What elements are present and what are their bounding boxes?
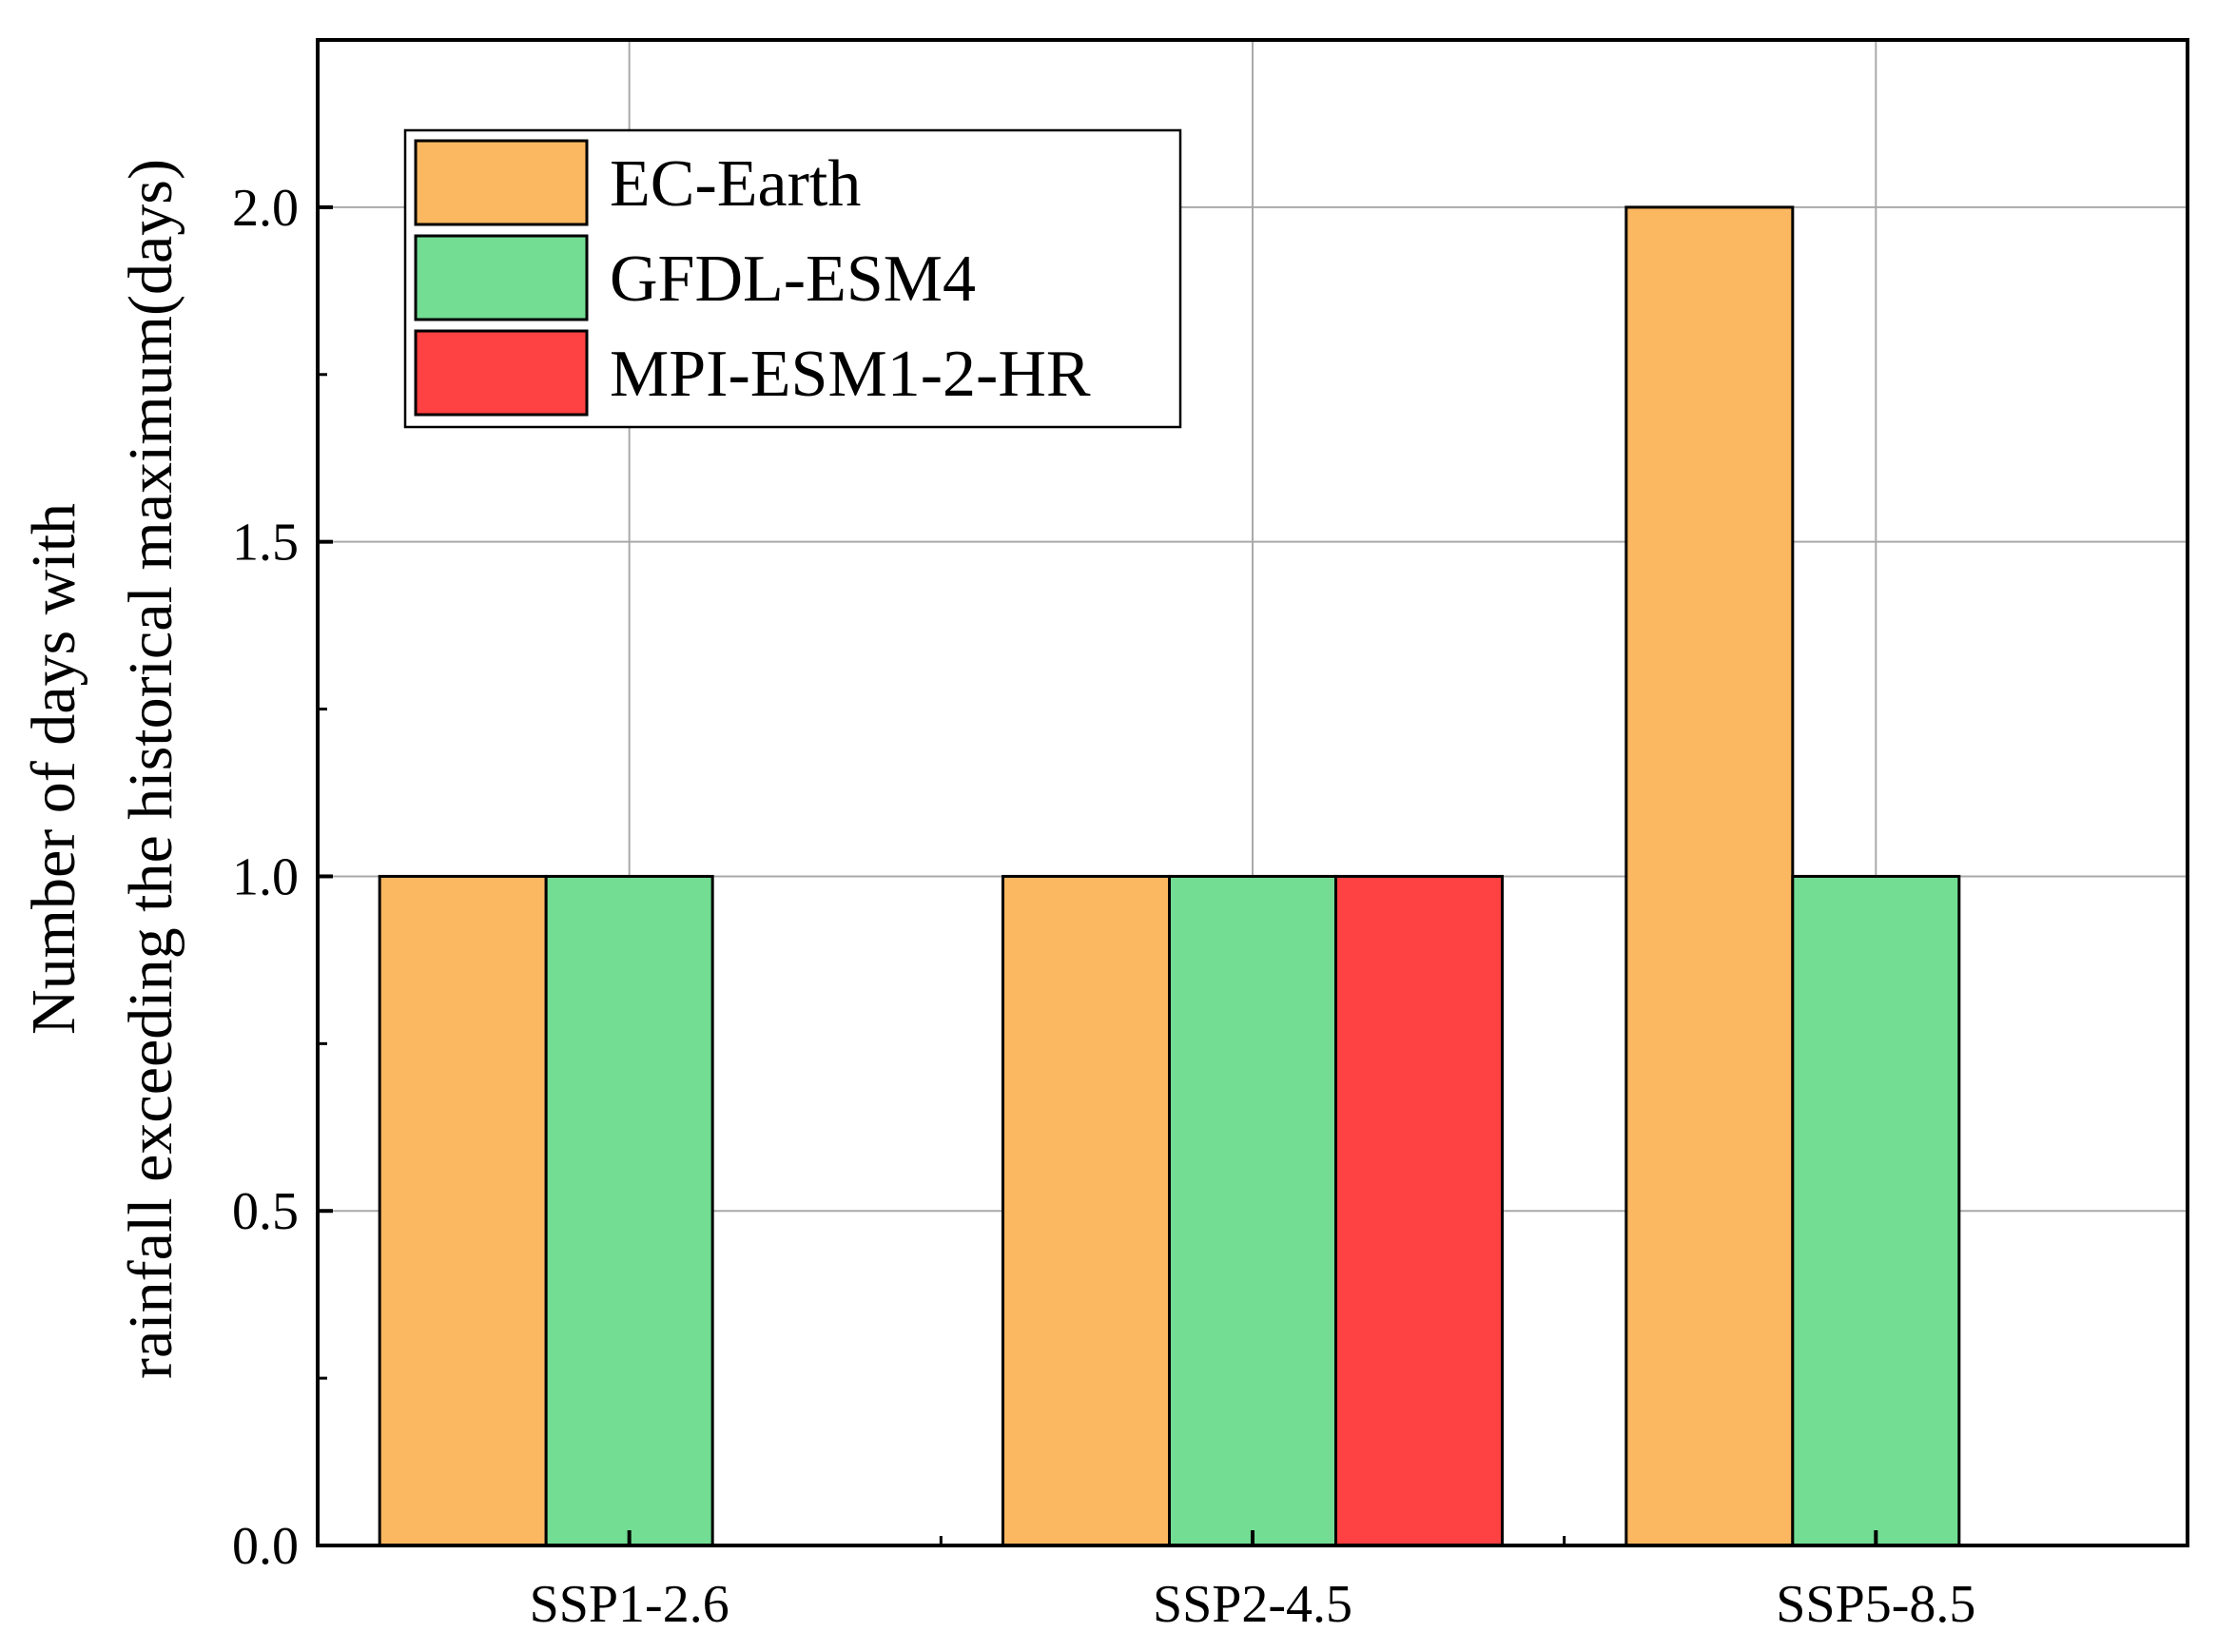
bar-gfdl-esm4-ssp2-4-5 [1168, 874, 1337, 1547]
bar-gfdl-esm4-ssp1-2-6 [544, 874, 714, 1547]
legend-swatch [414, 329, 589, 417]
legend-swatch [414, 234, 589, 321]
legend-label: GFDL-ESM4 [610, 243, 976, 316]
bar-mpi-esm1-2-hr-ssp2-4-5 [1334, 874, 1504, 1547]
bar-ec-earth-ssp5-8-5 [1624, 205, 1795, 1547]
legend-label: MPI-ESM1-2-HR [610, 338, 1091, 411]
x-tick-label: SSP5-8.5 [1776, 1575, 1975, 1634]
y-tick-label: 0.5 [232, 1182, 299, 1241]
y-axis-title-line-2: rainfall exceeding the historical maximu… [116, 159, 185, 1379]
y-tick-label: 0.0 [232, 1517, 299, 1576]
axes: 0.0 0.5 1.0 1.5 2.0 SSP1-2.6 SSP2-4.5 SSP5-8.5 [232, 38, 2189, 1634]
y-tick-label: 2.0 [232, 179, 299, 238]
y-tick-label: 1.0 [232, 847, 299, 906]
y-tick-label: 1.5 [232, 514, 299, 573]
legend-label: EC-Earth [610, 147, 861, 221]
x-tick-label: SSP2-4.5 [1153, 1575, 1352, 1634]
x-tick-label: SSP1-2.6 [530, 1575, 729, 1634]
bar-ec-earth-ssp1-2-6 [378, 874, 548, 1547]
legend: EC-Earth GFDL-ESM4 MPI-ESM1-2-HR [403, 128, 1182, 429]
y-axis-title-line-1: Number of days with [19, 503, 88, 1035]
bar-ec-earth-ssp2-4-5 [1002, 874, 1171, 1547]
bar-gfdl-esm4-ssp5-8-5 [1791, 874, 1961, 1547]
legend-swatch [414, 139, 589, 226]
